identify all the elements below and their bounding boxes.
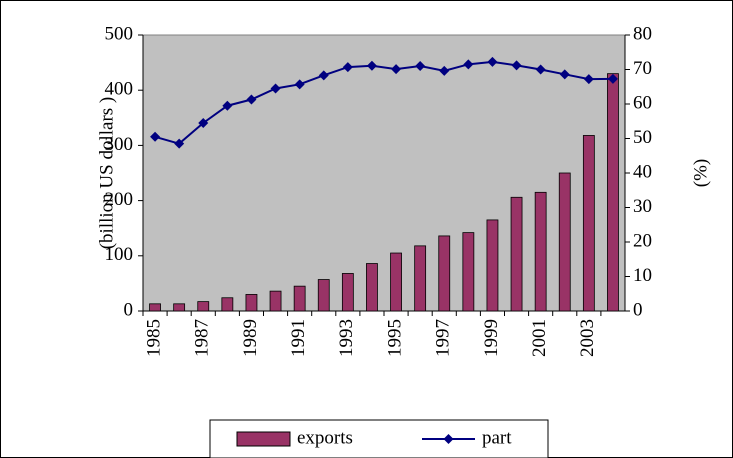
bar	[366, 263, 378, 312]
y2-tick-label: 0	[633, 299, 643, 320]
y2-tick-label: 10	[633, 265, 652, 286]
legend-label: exports	[297, 427, 353, 448]
bar	[438, 235, 451, 312]
x-tick-label: 1989	[240, 319, 261, 357]
bar	[173, 303, 186, 312]
line-marker	[487, 56, 498, 67]
y-tick-label: 400	[105, 79, 134, 100]
bar	[510, 196, 523, 312]
x-tick-label: 2003	[577, 319, 598, 357]
x-tick-label: 1999	[481, 319, 502, 357]
bar	[534, 191, 547, 312]
line-marker	[270, 83, 281, 94]
plot-area	[142, 34, 626, 312]
bar	[149, 303, 161, 312]
y2-tick-label: 60	[633, 92, 652, 113]
line-marker	[294, 79, 305, 90]
line-marker	[607, 73, 618, 84]
y2-tick-label: 80	[633, 23, 652, 44]
line-marker	[583, 74, 594, 85]
y-tick-label: 200	[105, 189, 134, 210]
line-marker	[511, 60, 522, 71]
bar	[341, 273, 354, 312]
line-marker	[535, 64, 546, 75]
bar	[221, 297, 234, 312]
x-tick-label: 1995	[384, 319, 405, 357]
line-marker	[150, 131, 161, 142]
bar	[414, 245, 427, 312]
x-tick-label: 2001	[529, 319, 550, 357]
y-tick-label: 500	[105, 23, 134, 44]
bar	[462, 232, 475, 312]
x-tick-label: 1987	[192, 319, 213, 357]
x-tick-label: 1997	[433, 319, 454, 357]
bar	[486, 219, 499, 312]
line-marker	[439, 65, 450, 76]
legend-label: part	[482, 427, 512, 448]
x-tick-label: 1993	[336, 319, 357, 357]
bar	[269, 290, 282, 312]
x-tick-label: 1985	[143, 319, 164, 357]
x-tick-label: 1991	[288, 319, 309, 357]
line-marker	[391, 64, 402, 75]
y-axis-title: (billion US dollars )	[96, 97, 117, 250]
y2-tick-label: 40	[633, 161, 652, 182]
bar	[317, 279, 330, 312]
y-tick-label: 300	[105, 134, 134, 155]
y2-tick-label: 30	[633, 196, 652, 217]
bar	[390, 252, 402, 312]
line-marker	[366, 60, 377, 71]
line-marker	[174, 138, 185, 149]
line-marker	[415, 61, 426, 72]
legend-swatch	[236, 431, 291, 447]
bar	[582, 135, 595, 312]
bar	[558, 172, 571, 312]
line-marker	[246, 94, 257, 105]
line-marker	[463, 59, 474, 70]
line-marker	[222, 100, 233, 111]
y2-tick-label: 50	[633, 127, 652, 148]
line-marker	[318, 70, 329, 81]
y2-axis-title: (%)	[690, 159, 711, 187]
bar	[245, 294, 258, 312]
line-marker	[342, 62, 353, 73]
line-marker	[559, 69, 570, 80]
bar	[293, 285, 306, 312]
bar	[607, 73, 619, 312]
line-marker	[198, 117, 209, 128]
y-tick-label: 100	[105, 244, 134, 265]
bar	[197, 301, 210, 312]
legend-marker	[443, 434, 454, 444]
y-tick-label: 0	[124, 299, 134, 320]
y2-tick-label: 70	[633, 58, 652, 79]
y2-tick-label: 20	[633, 230, 652, 251]
